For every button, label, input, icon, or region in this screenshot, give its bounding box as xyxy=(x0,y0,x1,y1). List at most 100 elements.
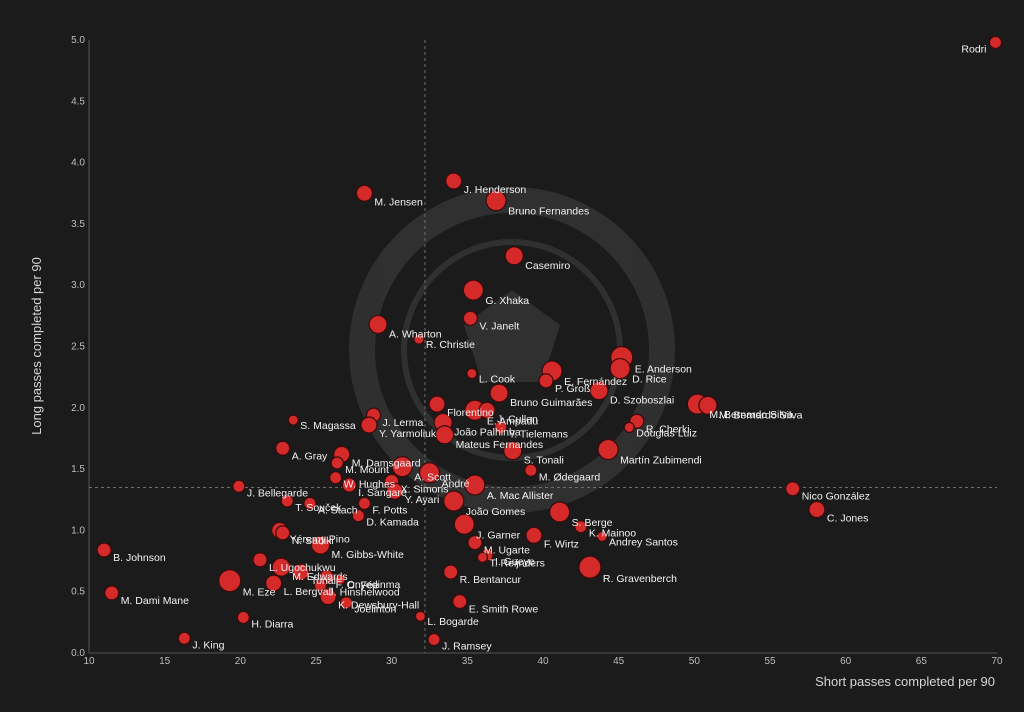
data-point xyxy=(445,172,463,190)
data-point xyxy=(252,552,268,568)
point-label: M. Gibbs-White xyxy=(332,549,405,561)
point-label: S. Magassa xyxy=(300,420,356,432)
point-label: A. Mac Allister xyxy=(487,490,554,502)
data-point xyxy=(329,471,343,485)
point-label: J. Henderson xyxy=(464,184,527,196)
point-label: Y. Tielemans xyxy=(509,428,568,440)
point-labels: Rodri J. Henderson M. Jensen Bruno Fernande… xyxy=(113,43,986,652)
point-label: João Palhinha xyxy=(454,427,521,439)
x-tick-label: 50 xyxy=(689,656,701,667)
x-tick-label: 40 xyxy=(537,656,549,667)
data-point xyxy=(413,333,425,345)
point-label: D. Szoboszlai xyxy=(610,395,674,407)
data-point xyxy=(443,490,465,512)
point-label: Martín Zubimendi xyxy=(620,454,702,466)
data-point xyxy=(104,585,120,601)
x-tick-label: 65 xyxy=(916,656,928,667)
point-label: J. King xyxy=(192,639,224,651)
data-point xyxy=(466,367,478,380)
data-point xyxy=(218,569,242,593)
point-label: T. Souček xyxy=(295,502,342,514)
point-label: A. Gray xyxy=(292,450,328,462)
data-point xyxy=(280,494,294,508)
data-point xyxy=(177,631,191,645)
watermark-logo xyxy=(349,187,675,513)
data-point xyxy=(623,421,635,434)
point-label: D. Rice xyxy=(632,374,667,386)
data-point xyxy=(596,530,608,543)
y-tick-label: 0.5 xyxy=(71,587,85,598)
point-label: E. Ampadu xyxy=(487,415,539,427)
data-point xyxy=(808,500,826,519)
x-tick-label: 15 xyxy=(159,656,171,667)
data-point xyxy=(462,279,484,301)
point-label: L. Ugochukwu xyxy=(269,562,336,574)
x-axis-title: Short passes completed per 90 xyxy=(815,674,995,689)
data-point xyxy=(453,513,475,535)
point-label: Bruno Guimarães xyxy=(510,397,592,409)
data-point xyxy=(360,416,378,434)
y-tick-label: 3.0 xyxy=(71,280,85,291)
point-label: Yéremy Pino xyxy=(290,533,350,545)
y-tick-label: 2.0 xyxy=(71,403,85,414)
point-label: I. Sangare xyxy=(358,487,407,499)
data-point xyxy=(339,596,353,610)
x-tick-label: 10 xyxy=(83,656,95,667)
point-label: W. Hughes xyxy=(344,479,395,491)
data-point xyxy=(357,496,372,511)
data-point xyxy=(287,414,299,426)
point-label: V. Janelt xyxy=(479,320,519,332)
point-label: M. Edwards xyxy=(292,571,347,583)
point-label: F. Potts xyxy=(372,504,407,516)
x-tick-label: 30 xyxy=(386,656,398,667)
point-label: Rodri xyxy=(961,43,986,55)
point-label: J. Ramsey xyxy=(442,641,492,653)
data-point xyxy=(96,542,112,558)
point-label: R. Gravenberch xyxy=(603,573,677,585)
data-points xyxy=(96,35,1003,647)
point-label: J. Bellegarde xyxy=(247,487,308,499)
point-label: M. Mount xyxy=(345,464,389,476)
point-label: J. Lerma xyxy=(383,417,424,429)
point-label: A. Wharton xyxy=(389,328,442,340)
data-point xyxy=(292,563,310,581)
point-label: L. Cook xyxy=(479,373,516,385)
data-point xyxy=(578,555,602,579)
data-point xyxy=(355,184,374,202)
data-point xyxy=(275,525,291,541)
point-label: Andrey Santos xyxy=(609,537,678,549)
data-point xyxy=(988,35,1003,50)
data-point xyxy=(414,610,427,622)
point-label: A. Scott xyxy=(414,472,451,484)
point-label: Florentino xyxy=(447,407,494,419)
y-tick-label: 4.5 xyxy=(71,96,85,107)
point-label: R. Cherki xyxy=(646,423,690,435)
point-label: J. Cullen xyxy=(497,413,538,425)
point-label: E. Smith Rowe xyxy=(469,604,539,616)
data-point xyxy=(303,496,317,511)
point-label: T. Reijnders xyxy=(489,557,544,569)
point-label: Y. Yarmoliuk xyxy=(379,428,437,440)
y-tick-labels: 0.0 0.5 1.0 1.5 2.0 2.5 3.0 3.5 4.0 4.5 5.0 xyxy=(71,35,85,659)
y-tick-label: 2.5 xyxy=(71,342,85,353)
point-label: A. Stach xyxy=(318,504,358,516)
point-label: C. Jones xyxy=(827,513,868,525)
x-tick-label: 60 xyxy=(840,656,852,667)
point-label: André xyxy=(442,478,470,490)
y-tick-label: 3.5 xyxy=(71,219,85,230)
point-label: R. Bentancur xyxy=(460,574,522,586)
data-point xyxy=(462,310,478,326)
data-point xyxy=(476,551,489,563)
point-label: P. Groß xyxy=(555,383,590,395)
y-tick-label: 5.0 xyxy=(71,35,85,46)
data-point xyxy=(609,357,631,380)
data-point xyxy=(698,395,718,415)
point-label: M. Bernardo Silva xyxy=(709,409,793,421)
point-label: Mateus Fernandes xyxy=(456,439,544,451)
point-label: M. Ugarte xyxy=(484,545,530,557)
point-label: M. Ødegaard xyxy=(539,471,600,483)
data-point xyxy=(351,509,365,523)
x-tick-label: 55 xyxy=(764,656,776,667)
